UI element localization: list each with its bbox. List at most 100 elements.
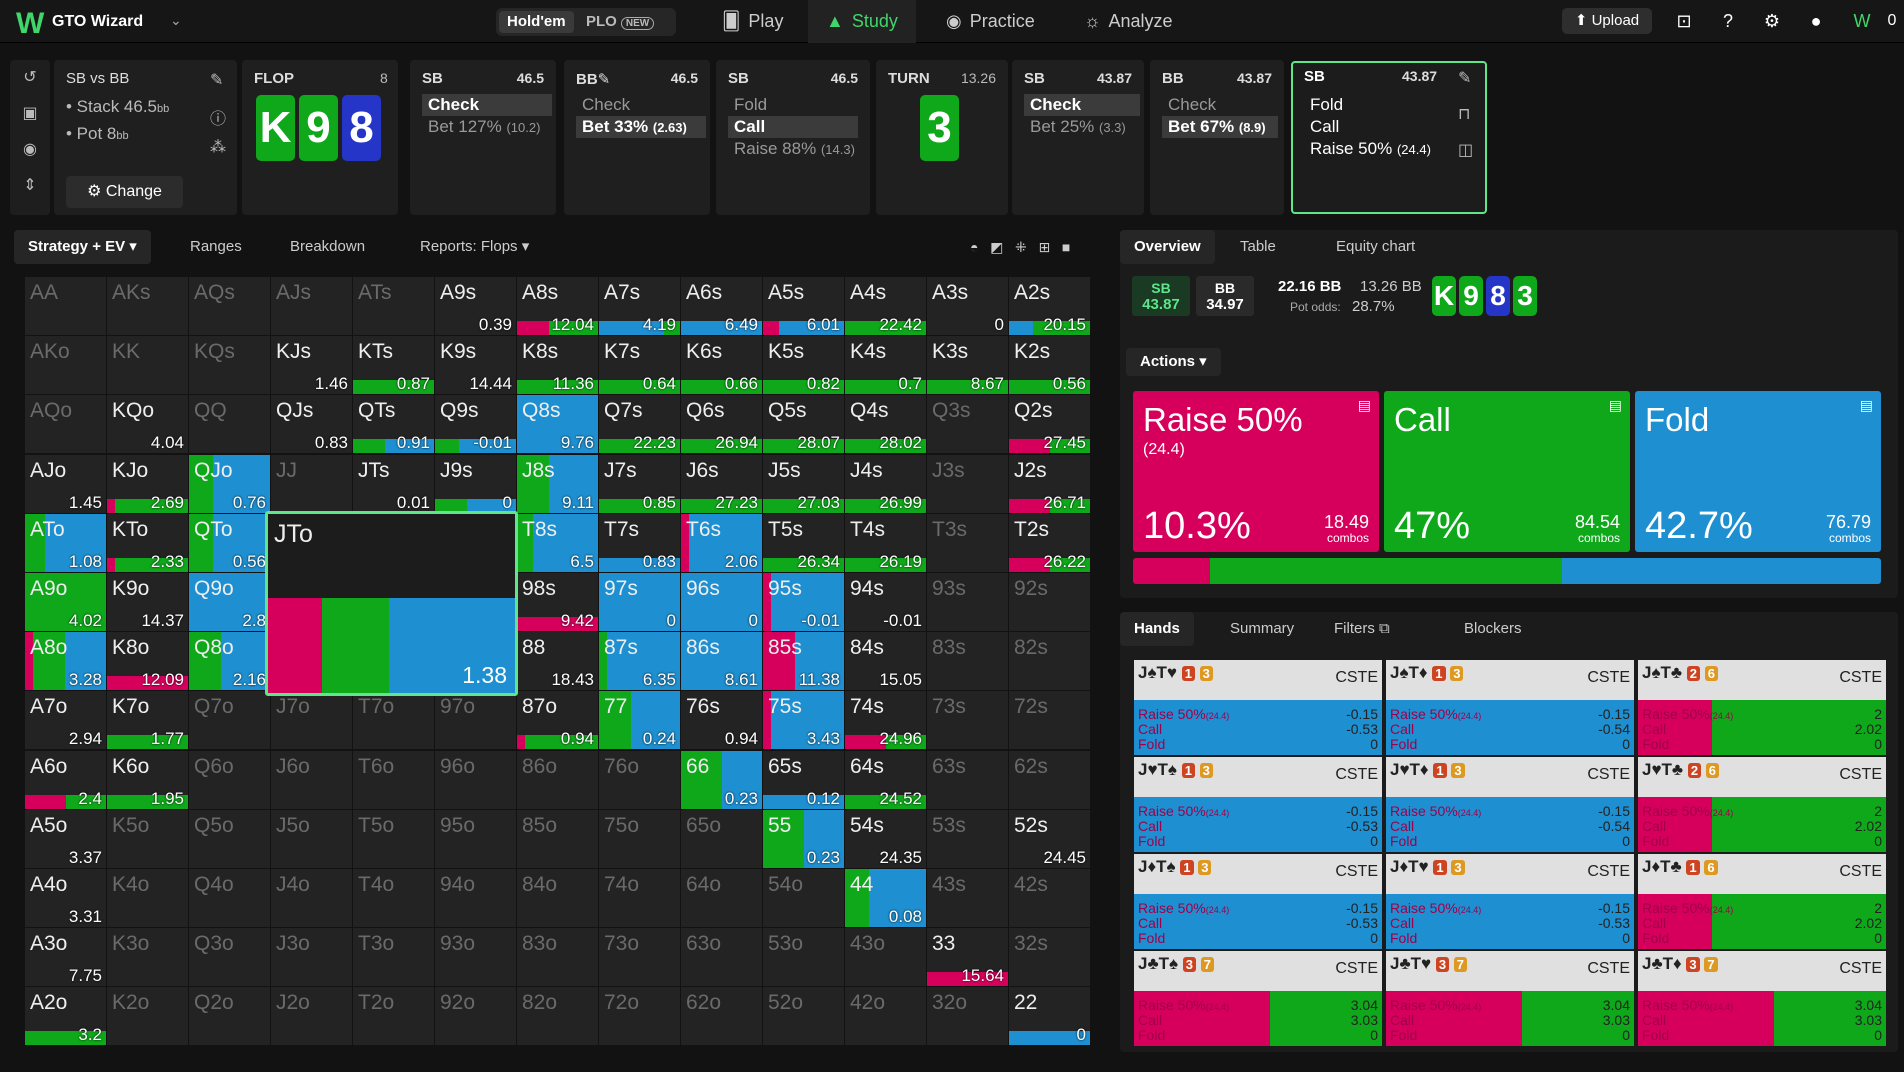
details-icon[interactable]: ▤ bbox=[1608, 397, 1622, 413]
hand-cell-K4o[interactable]: K4o bbox=[107, 869, 188, 927]
hand-cell-J4o[interactable]: J4o bbox=[271, 869, 352, 927]
hand-combo-card[interactable]: J♣T♥ 3 7 CSTE Raise 50%(24.4) Call Fold 3.04 3… bbox=[1386, 951, 1634, 1046]
shield-icon[interactable]: ◓ bbox=[970, 239, 979, 255]
hand-cell-J3o[interactable]: J3o bbox=[271, 928, 352, 987]
hand-cell-J9s[interactable]: J9s 0 bbox=[435, 454, 516, 513]
pencil-icon[interactable]: ✎ bbox=[1458, 70, 1472, 87]
hand-cell-QQ[interactable]: QQ bbox=[189, 395, 270, 454]
hand-cell-J6s[interactable]: J6s 27.23 bbox=[681, 454, 762, 513]
hand-cell-K6s[interactable]: K6s 0.66 bbox=[681, 336, 762, 395]
hand-cell-Q4s[interactable]: Q4s 28.02 bbox=[845, 395, 926, 454]
tab-summary[interactable]: Summary bbox=[1230, 620, 1295, 637]
hand-cell-K3s[interactable]: K3s 8.67 bbox=[927, 336, 1008, 395]
brand-name[interactable]: GTO Wizard bbox=[52, 13, 144, 30]
hand-cell-54o[interactable]: 54o bbox=[763, 869, 844, 927]
hand-cell-43s[interactable]: 43s bbox=[927, 869, 1008, 927]
hand-cell-A6o[interactable]: A6o 2.4 bbox=[25, 750, 106, 809]
nav-practice[interactable]: ◉ Practice bbox=[928, 0, 1053, 43]
hand-cell-97s[interactable]: 97s 0 bbox=[599, 573, 680, 631]
hand-cell-87s[interactable]: 87s 6.35 bbox=[599, 632, 680, 691]
hand-cell-63o[interactable]: 63o bbox=[681, 928, 762, 987]
lock-icon[interactable]: ⊓ bbox=[1458, 106, 1471, 123]
hand-cell-A3s[interactable]: A3s 0 bbox=[927, 277, 1008, 335]
action-bet[interactable]: Bet 25% (3.3) bbox=[1024, 116, 1132, 138]
tab-hands[interactable]: Hands bbox=[1120, 612, 1194, 646]
hand-cell-JJ[interactable]: JJ bbox=[271, 454, 352, 513]
hand-combo-card[interactable]: J♦T♥ 1 3 CSTE Raise 50%(24.4) Call Fold -0.15… bbox=[1386, 854, 1634, 949]
tab-breakdown[interactable]: Breakdown bbox=[290, 238, 366, 255]
hand-cell-92o[interactable]: 92o bbox=[435, 987, 516, 1046]
hand-cell-T3s[interactable]: T3s bbox=[927, 513, 1008, 572]
split-icon[interactable]: ◫ bbox=[1458, 142, 1474, 159]
hand-cell-72s[interactable]: 72s bbox=[1009, 691, 1090, 750]
hand-cell-KQo[interactable]: KQo 4.04 bbox=[107, 395, 188, 454]
hand-cell-KTo[interactable]: KTo 2.33 bbox=[107, 513, 188, 572]
info-icon[interactable]: ⓘ bbox=[210, 111, 227, 128]
hand-cell-73s[interactable]: 73s bbox=[927, 691, 1008, 750]
hand-cell-A9o[interactable]: A9o 4.02 bbox=[25, 573, 106, 631]
hand-cell-AJs[interactable]: AJs bbox=[271, 277, 352, 335]
hand-cell-AJo[interactable]: AJo 1.45 bbox=[25, 454, 106, 513]
action-check[interactable]: Check bbox=[1162, 94, 1222, 116]
tab-table[interactable]: Table bbox=[1240, 238, 1276, 255]
hand-combo-card[interactable]: J♥T♣ 2 6 CSTE Raise 50%(24.4) Call Fold 2 2.02… bbox=[1638, 757, 1886, 852]
focused-hand-cell[interactable]: JTo 1.38 bbox=[265, 511, 518, 696]
hand-cell-T6o[interactable]: T6o bbox=[353, 750, 434, 809]
tab-overview[interactable]: Overview bbox=[1120, 230, 1215, 264]
hand-cell-T7o[interactable]: T7o bbox=[353, 691, 434, 750]
mode-plo[interactable]: PLO NEW bbox=[578, 11, 662, 33]
hand-cell-76o[interactable]: 76o bbox=[599, 750, 680, 809]
hand-combo-card[interactable]: J♠T♣ 2 6 CSTE Raise 50%(24.4) Call Fold 2 2.02… bbox=[1638, 660, 1886, 755]
hand-cell-Q6s[interactable]: Q6s 26.94 bbox=[681, 395, 762, 454]
hand-cell-T2s[interactable]: T2s 26.22 bbox=[1009, 513, 1090, 572]
flop-panel[interactable]: FLOP 8 K 9 8 bbox=[242, 60, 398, 215]
wizard-logo-icon[interactable]: W bbox=[16, 7, 45, 40]
gamepad-icon[interactable]: ◉ bbox=[23, 141, 37, 158]
upload-button[interactable]: ⬆ Upload bbox=[1562, 8, 1652, 34]
hand-cell-AA[interactable]: AA bbox=[25, 277, 106, 335]
hand-cell-86o[interactable]: 86o bbox=[517, 750, 598, 809]
hand-cell-KJs[interactable]: KJs 1.46 bbox=[271, 336, 352, 395]
hand-cell-96s[interactable]: 96s 0 bbox=[681, 573, 762, 631]
hand-cell-65s[interactable]: 65s 0.12 bbox=[763, 750, 844, 809]
action-raise[interactable]: Raise 50% (24.4) bbox=[1304, 138, 1437, 160]
hand-cell-A5s[interactable]: A5s 6.01 bbox=[763, 277, 844, 335]
hand-cell-Q7s[interactable]: Q7s 22.23 bbox=[599, 395, 680, 454]
nav-study[interactable]: ▲ Study bbox=[808, 0, 916, 43]
hand-cell-K8s[interactable]: K8s 11.36 bbox=[517, 336, 598, 395]
hand-cell-K7o[interactable]: K7o 1.77 bbox=[107, 691, 188, 750]
hand-cell-T8s[interactable]: T8s 6.5 bbox=[517, 513, 598, 572]
hand-cell-KQs[interactable]: KQs bbox=[189, 336, 270, 395]
hand-cell-93s[interactable]: 93s bbox=[927, 573, 1008, 631]
hand-cell-A4o[interactable]: A4o 3.31 bbox=[25, 869, 106, 927]
hand-cell-KK[interactable]: KK bbox=[107, 336, 188, 395]
action-raise[interactable]: Raise 88% (14.3) bbox=[728, 138, 861, 160]
hand-cell-64o[interactable]: 64o bbox=[681, 869, 762, 927]
hand-cell-73o[interactable]: 73o bbox=[599, 928, 680, 987]
hand-cell-Q2s[interactable]: Q2s 27.45 bbox=[1009, 395, 1090, 454]
details-icon[interactable]: ▤ bbox=[1357, 397, 1371, 413]
hand-combo-card[interactable]: J♦T♠ 1 3 CSTE Raise 50%(24.4) Call Fold -0.15… bbox=[1134, 854, 1382, 949]
hand-cell-Q8s[interactable]: Q8s 9.76 bbox=[517, 395, 598, 454]
hand-combo-card[interactable]: J♠T♥ 1 3 CSTE Raise 50%(24.4) Call Fold -0.15… bbox=[1134, 660, 1382, 755]
hand-cell-J3s[interactable]: J3s bbox=[927, 454, 1008, 513]
square-icon[interactable]: ■ bbox=[1061, 239, 1071, 255]
hand-cell-T4o[interactable]: T4o bbox=[353, 869, 434, 927]
hand-combo-card[interactable]: J♥T♦ 1 3 CSTE Raise 50%(24.4) Call Fold -0.15… bbox=[1386, 757, 1634, 852]
hand-cell-AQs[interactable]: AQs bbox=[189, 277, 270, 335]
gear-icon[interactable]: ⚙ bbox=[1763, 11, 1781, 31]
hand-cell-74s[interactable]: 74s 24.96 bbox=[845, 691, 926, 750]
action-call[interactable]: Call bbox=[728, 116, 858, 138]
hand-cell-Q5o[interactable]: Q5o bbox=[189, 809, 270, 868]
hand-cell-66[interactable]: 66 0.23 bbox=[681, 750, 762, 809]
stack-icon[interactable]: ⇕ bbox=[23, 177, 37, 194]
nav-play[interactable]: 🂠 Play bbox=[704, 0, 801, 43]
hand-cell-A9s[interactable]: A9s 0.39 bbox=[435, 277, 516, 335]
action-fold-box[interactable]: Fold 42.7% 76.79 combos ▤ bbox=[1635, 391, 1881, 552]
hand-cell-22[interactable]: 22 0 bbox=[1009, 987, 1090, 1046]
hand-cell-88[interactable]: 88 18.43 bbox=[517, 632, 598, 691]
hand-cell-A2o[interactable]: A2o 3.2 bbox=[25, 987, 106, 1046]
hand-cell-72o[interactable]: 72o bbox=[599, 987, 680, 1046]
hand-cell-A8s[interactable]: A8s 12.04 bbox=[517, 277, 598, 335]
hand-cell-K2s[interactable]: K2s 0.56 bbox=[1009, 336, 1090, 395]
